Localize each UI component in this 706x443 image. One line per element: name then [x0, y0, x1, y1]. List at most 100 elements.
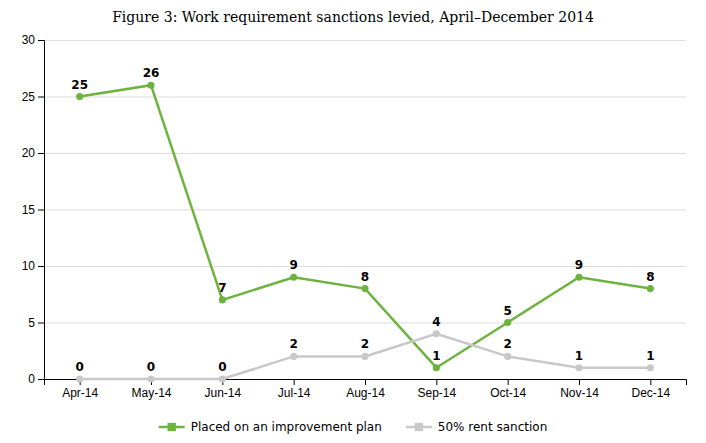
legend-item: Placed on an improvement plan	[159, 420, 382, 434]
series-point	[433, 364, 440, 371]
legend-label: 50% rent sanction	[438, 420, 547, 434]
series-line	[80, 334, 651, 379]
x-tick-label: Apr-14	[62, 386, 98, 400]
plot: 051015202530Apr-14May-14Jun-14Jul-14Aug-…	[22, 33, 687, 399]
y-tick-label: 5	[28, 316, 35, 330]
x-axis: Apr-14 May-14 Jun-14 Jul-14 Aug-14 Sep-14 Oct-…	[45, 379, 687, 400]
series-point	[147, 375, 154, 382]
y-axis: 0 5 10 15 20 25 30	[22, 33, 45, 386]
x-tick-line	[436, 379, 437, 385]
marks	[76, 82, 654, 383]
y-tick-line	[38, 153, 44, 154]
series-point	[647, 364, 654, 371]
grid-tick	[44, 323, 686, 324]
y-tick: 0	[28, 372, 44, 386]
data-label: 25	[71, 78, 88, 92]
series-point	[76, 93, 83, 100]
x-tick-label: Dec-14	[631, 386, 670, 400]
y-tick-line	[38, 323, 44, 324]
x-tick-line	[650, 379, 651, 385]
series-point	[76, 375, 83, 382]
series-point	[575, 274, 582, 281]
x-tick: Aug-14	[346, 379, 385, 400]
grid-tick	[44, 266, 686, 267]
y-axis-line	[38, 41, 45, 380]
y-tick: 10	[22, 259, 44, 273]
x-tick-label: Nov-14	[560, 386, 599, 400]
grid-line	[44, 266, 686, 267]
data-labels: 25 26 7 9 8 1 5 9 8 0 0 0 2 2 4 2 1 1	[71, 66, 654, 374]
x-tick-line	[365, 379, 366, 385]
series-point	[433, 330, 440, 337]
x-tick-label: May-14	[131, 386, 171, 400]
data-label: 1	[575, 349, 583, 363]
y-tick-label: 25	[22, 90, 36, 104]
data-label: 8	[361, 270, 369, 284]
data-label: 1	[646, 349, 654, 363]
data-label: 2	[361, 337, 369, 351]
series-line	[80, 85, 651, 368]
data-label: 2	[289, 337, 297, 351]
x-tick-label: Sep-14	[417, 386, 456, 400]
y-tick-line	[38, 266, 44, 267]
series-point	[290, 274, 297, 281]
data-label: 5	[503, 304, 511, 318]
grid-tick	[44, 210, 686, 211]
y-tick-label: 0	[28, 372, 35, 386]
data-label: 0	[75, 360, 83, 374]
grid-line	[44, 97, 686, 98]
grid	[44, 41, 686, 380]
grid-line	[44, 210, 686, 211]
series-point	[504, 319, 511, 326]
x-tick-line	[294, 379, 295, 385]
y-tick-line	[38, 40, 44, 41]
grid-tick	[44, 153, 686, 154]
series-point	[219, 375, 226, 382]
y-tick: 25	[22, 90, 44, 104]
data-label: 0	[218, 360, 226, 374]
legend-swatch-marker	[168, 423, 176, 431]
series-point	[147, 82, 154, 89]
y-tick-line	[38, 210, 44, 211]
data-label: 1	[432, 349, 440, 363]
data-label: 0	[147, 360, 155, 374]
legend-item: 50% rent sanction	[406, 420, 547, 434]
y-tick-line	[38, 379, 44, 380]
y-tick: 5	[28, 316, 44, 330]
series-point	[361, 353, 368, 360]
data-label: 26	[143, 66, 160, 80]
x-tick-label: Jul-14	[278, 386, 311, 400]
x-tick: Nov-14	[560, 379, 599, 400]
series-point	[647, 285, 654, 292]
x-tick-line	[579, 379, 580, 385]
data-label: 9	[575, 258, 583, 272]
x-tick-line	[508, 379, 509, 385]
legend-label: Placed on an improvement plan	[191, 420, 382, 434]
grid-line	[44, 40, 686, 41]
data-label: 8	[646, 270, 654, 284]
series-point	[504, 353, 511, 360]
data-label: 4	[432, 315, 440, 329]
title: Figure 3: Work requirement sanctions lev…	[112, 9, 594, 25]
legend-swatch-marker	[415, 423, 423, 431]
y-tick: 30	[22, 33, 44, 47]
legend: Placed on an improvement plan 50% rent sa…	[159, 420, 548, 434]
x-tick: Sep-14	[417, 379, 456, 400]
x-tick-label: Oct-14	[490, 386, 526, 400]
x-tick-label: Jun-14	[204, 386, 241, 400]
data-label: 2	[503, 337, 511, 351]
series-point	[219, 296, 226, 303]
x-tick: Oct-14	[490, 379, 526, 400]
data-label: 9	[289, 258, 297, 272]
grid-line	[44, 153, 686, 154]
series-point	[361, 285, 368, 292]
y-tick-label: 20	[22, 146, 36, 160]
y-tick-label: 30	[22, 33, 36, 47]
data-label: 7	[218, 281, 226, 295]
series-point	[575, 364, 582, 371]
y-tick: 20	[22, 146, 44, 160]
x-tick: Jul-14	[278, 379, 311, 400]
grid-line	[44, 323, 686, 324]
y-tick: 15	[22, 203, 44, 217]
series-point	[290, 353, 297, 360]
